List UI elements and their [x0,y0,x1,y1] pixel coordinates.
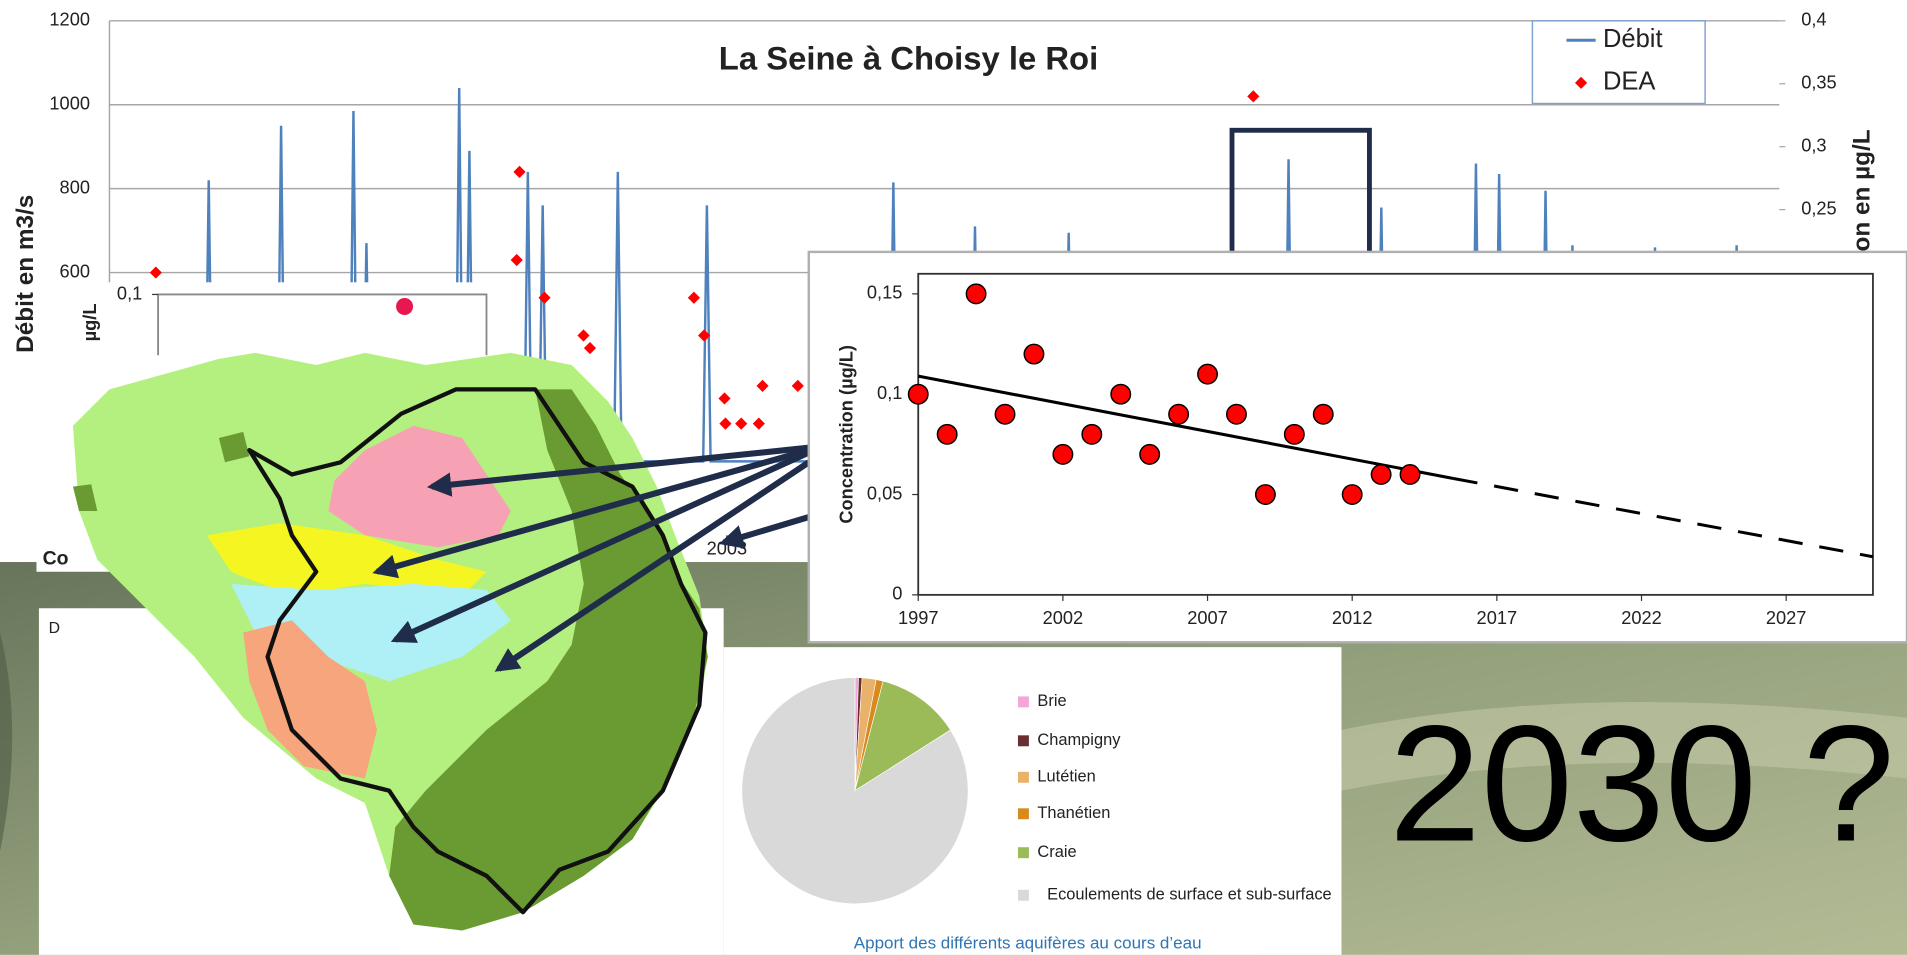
y2-tick-label: 0,35 [1801,72,1837,93]
x-tick-label: 2017 [1477,607,1518,628]
legend-label: Craie [1037,843,1076,861]
legend-label: Ecoulements de surface et sub-surface [1047,886,1332,904]
plot-frame [917,272,1874,596]
pie-slice [854,680,951,792]
data-point [396,297,414,316]
legend-label: DEA [1603,68,1656,96]
dea-point [719,417,732,430]
chart-title: La Seine à Choisy le Roi [719,40,1098,77]
map-region [243,620,378,779]
data-point [1341,484,1363,505]
data-point [1110,383,1132,405]
dea-point [756,379,769,392]
data-point [1197,363,1218,385]
y-tick-label: 0 [892,583,902,604]
legend-label: Débit [1603,25,1663,53]
data-point [1081,423,1103,445]
data-point [1370,464,1392,485]
legend-swatch [1017,847,1029,859]
headline: 2030 ? [1389,691,1895,876]
arrow [390,449,811,643]
map [72,352,708,931]
watershed-outline [247,387,708,915]
fragment-label: Co [43,548,69,570]
map-region [72,431,250,511]
x-tick-label: 2027 [1766,607,1807,628]
projection-line [1453,476,1874,559]
data-point [1254,484,1276,505]
y2-tick-label: 0,25 [1801,197,1837,218]
arrow [372,447,810,579]
legend-box [1531,20,1706,105]
data-point [1139,443,1161,465]
data-point [1023,343,1045,365]
dea-point [1247,90,1260,103]
legend-swatch [1017,808,1029,820]
inner-box [157,293,488,356]
arrows [372,444,811,672]
dea-point [687,291,700,304]
arrow [718,514,810,549]
scatter-chart: 0 0,05 0,1 0,15 1997 2002 2007 2012 2017 2022 2027… [836,272,1874,628]
data-point [907,383,929,405]
data-point [1312,403,1334,425]
map-region [389,389,708,931]
legend-swatch [1017,889,1029,901]
y2-tick-label: 0,3 [1801,135,1826,156]
x-tick-label: 2007 [1187,607,1228,628]
data-point [1399,464,1421,485]
legend-label: Thanétien [1037,804,1110,822]
y-axis-label: Débit en m3/s [12,195,39,353]
trend-line [917,374,1454,480]
data-point [1052,443,1074,465]
y-tick-label: 0,05 [867,482,903,503]
photo-trees [0,632,13,852]
panel-label: D [49,620,60,637]
dea-point [752,417,765,430]
data-point [1168,403,1190,425]
x-tick-label: 2012 [1332,607,1373,628]
pie-chart: Brie Champigny Lutétien Thanétien Craie Ecoul… [741,677,1332,952]
photo-field [1341,702,1907,791]
legend-swatch [1017,696,1029,708]
legend-label: Brie [1037,692,1066,710]
arrow [426,444,810,497]
dea-point [513,165,526,178]
x-tick-label: 1997 [898,607,939,628]
pie-slice [741,677,969,905]
map-region [206,523,487,597]
legend-swatch [1017,771,1029,783]
y-tick-label: 600 [60,260,90,281]
y-tick-label: 800 [60,176,90,197]
y-tick-label: 0,1 [117,282,142,303]
pie-caption: Apport des différents aquifères au cours… [854,933,1202,952]
x-tick-label: 2002 [1043,607,1084,628]
x-tick-label: 2022 [1621,607,1662,628]
arrow [494,459,811,672]
dea-point [149,266,162,279]
legend-label: Champigny [1037,731,1121,749]
legend-marker [1574,76,1588,89]
y-axis-label: Concentration (µg/L) [836,345,857,524]
scatter-panel [807,250,1907,644]
y-tick-label: 1000 [49,93,90,114]
y2-tick-label: 0,4 [1801,9,1826,30]
map-region [231,583,511,682]
dea-point [791,379,804,392]
y-tick-label: 0,15 [867,282,903,303]
data-point [1283,423,1305,445]
y-axis-label: µg/L [79,304,100,342]
data-point [965,283,987,305]
legend-label: Lutétien [1037,768,1095,786]
data-point [994,403,1016,425]
map-region [328,425,511,548]
legend-swatch [1017,735,1029,747]
y-tick-label: 0,1 [877,382,902,403]
data-point [1226,403,1247,425]
dea-point [577,329,590,342]
y-tick-label: 1200 [49,9,90,30]
data-point [936,423,958,445]
